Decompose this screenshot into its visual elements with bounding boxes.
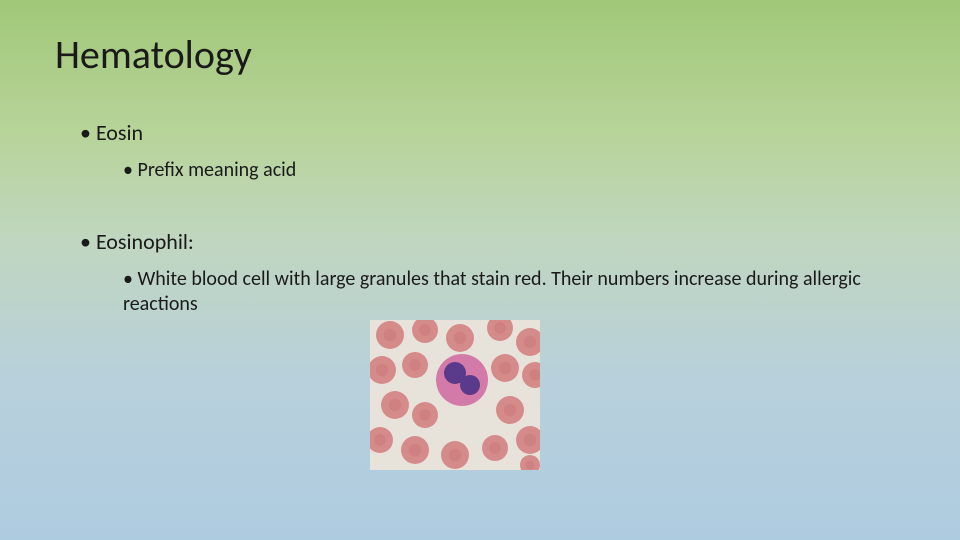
bullet-eosinophil-def: White blood cell with large granules tha… — [123, 267, 905, 317]
slide-container: Hematology Eosin Prefix meaning acid Eos… — [0, 0, 960, 500]
eosinophil-image — [370, 320, 540, 470]
eosinophil-image-wrap — [370, 320, 905, 470]
bullet-eosin: Eosin — [80, 119, 905, 146]
bullet-eosin-def: Prefix meaning acid — [123, 158, 905, 183]
eosinophil-cell — [436, 354, 488, 406]
bullet-eosinophil: Eosinophil: — [80, 228, 905, 255]
slide-title: Hematology — [55, 30, 905, 79]
